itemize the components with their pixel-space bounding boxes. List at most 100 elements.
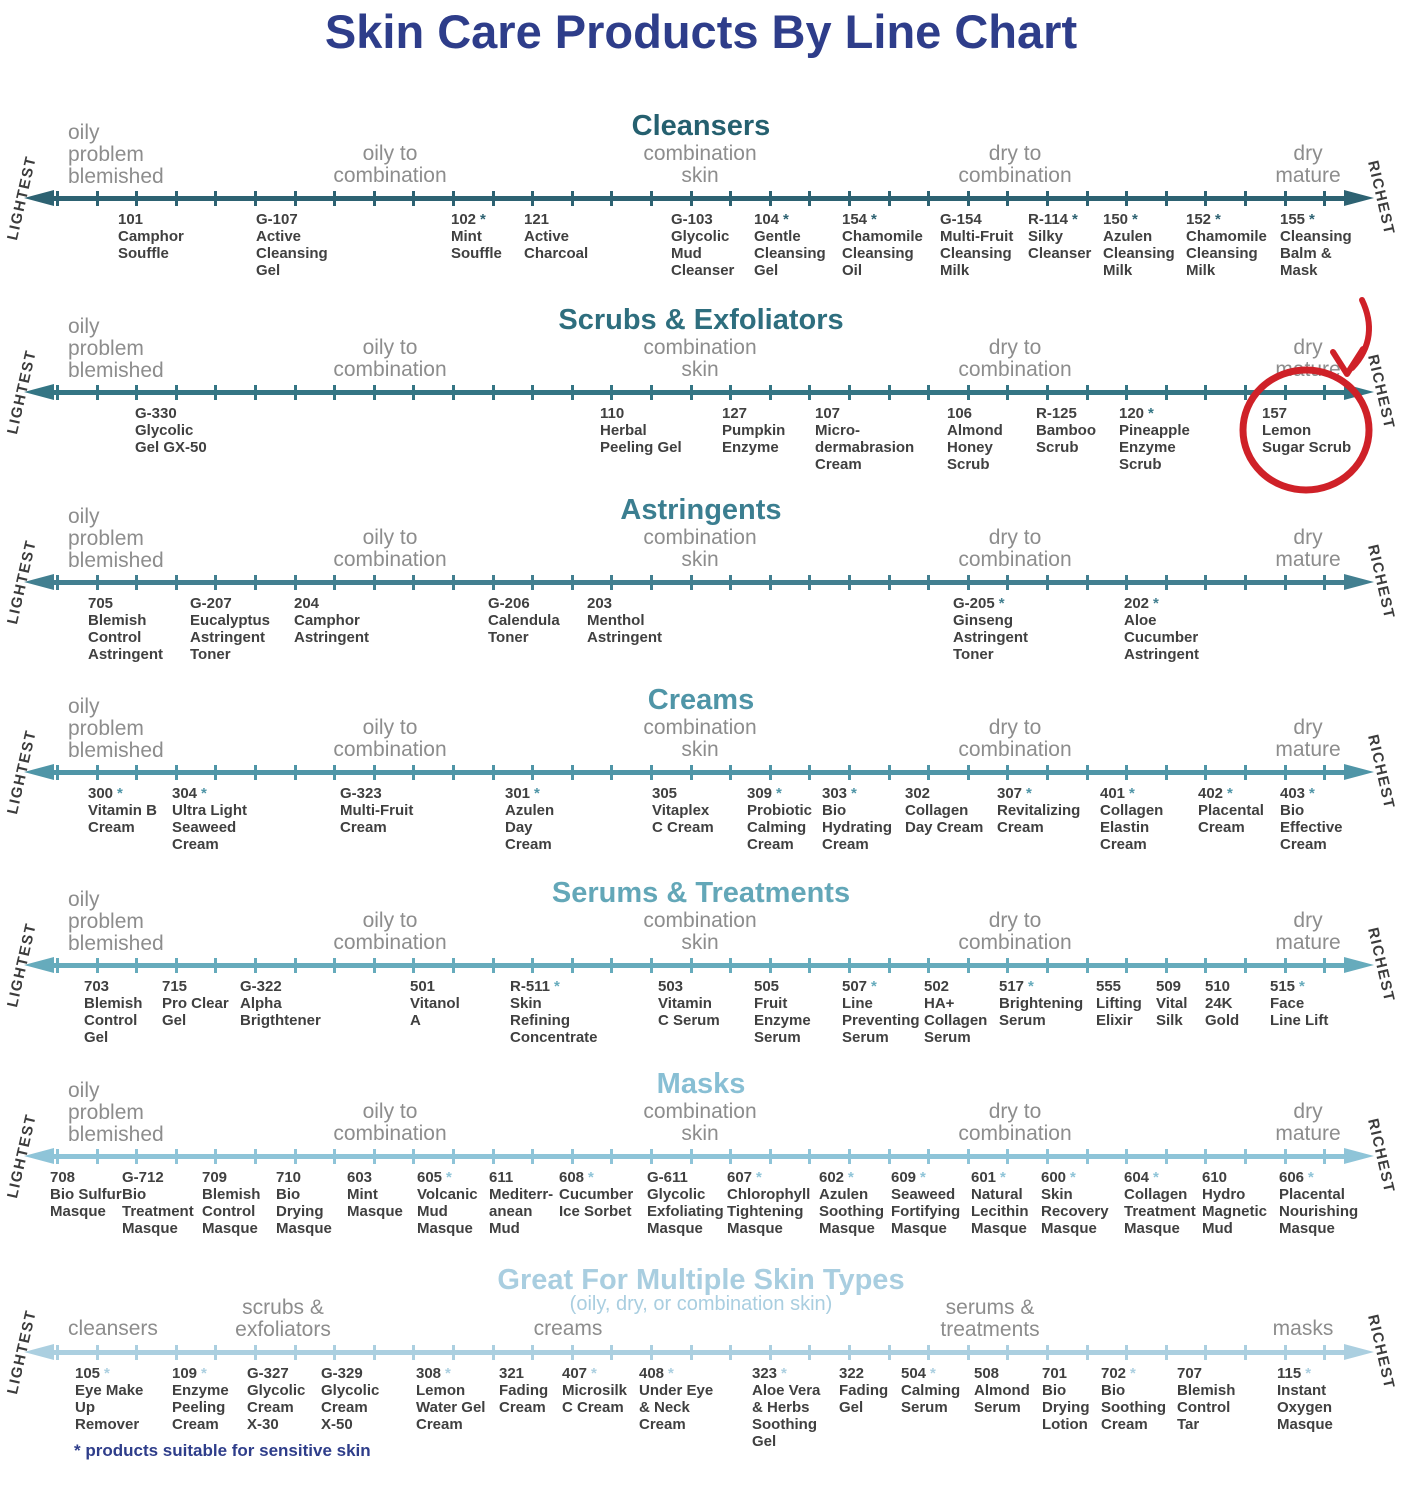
product-code-text: 307 [997, 785, 1023, 802]
section-header: Great For Multiple Skin Types [497, 1264, 905, 1296]
product-603: 603 Mint Masque [347, 1169, 403, 1220]
product-517: 517 * Brightening Serum [999, 978, 1083, 1029]
axis-tick [56, 385, 59, 400]
axis-tick [333, 385, 337, 400]
product-code-text: 609 [891, 1169, 917, 1186]
product-name: Azulen Cleansing Milk [1103, 228, 1175, 280]
axis-tick [1085, 1345, 1089, 1360]
product-601: 601 * Natural Lecithin Masque [971, 1169, 1029, 1237]
axis-tick [650, 191, 653, 206]
product-code: R-125 [1036, 405, 1096, 422]
product-code: 515 * [1270, 978, 1328, 995]
axis-tick [1164, 191, 1168, 206]
axis-tick [372, 1149, 376, 1164]
axis-tick [1283, 958, 1287, 973]
axis-tick [966, 191, 970, 206]
axis-tick [95, 575, 99, 590]
product-code-text: G-107 [256, 211, 298, 228]
axis-tick [412, 575, 416, 590]
axis-tick [1244, 575, 1247, 590]
product-name: Fading Gel [839, 1382, 889, 1417]
product-name: Seaweed Fortifying Masque [891, 1186, 961, 1238]
product-name: Mint Souffle [451, 228, 502, 263]
axis-tick [927, 765, 931, 780]
axis-arrow-left-icon [24, 764, 54, 780]
skin-type-label: oily problem blemished [68, 315, 164, 382]
axis-tick [56, 958, 59, 973]
skin-type-label: dry mature [1275, 716, 1341, 761]
axis-tick [333, 191, 337, 206]
product-502: 502 HA+ Collagen Serum [924, 978, 987, 1046]
axis-tick [1164, 575, 1168, 590]
product-name: Vitamin B Cream [88, 802, 157, 837]
axis-tick [56, 575, 59, 590]
product-155: 155 * Cleansing Balm & Mask [1280, 211, 1352, 279]
axis-tick [1323, 385, 1327, 400]
axis-tick [768, 1149, 772, 1164]
product-152: 152 * Chamomile Cleansing Milk [1186, 211, 1267, 279]
axis-arrow-left-icon [24, 384, 54, 400]
axis-tick [1125, 1345, 1129, 1360]
product-110: 110 Herbal Peeling Gel [600, 405, 682, 456]
product-509: 509 Vital Silk [1156, 978, 1187, 1029]
axis-line [0, 384, 1402, 402]
product-code: 202 * [1124, 595, 1199, 612]
product-name: HA+ Collagen Serum [924, 995, 988, 1047]
axis-tick [333, 765, 337, 780]
product-code-text: 152 [1186, 211, 1212, 228]
product-code: 302 [905, 785, 983, 802]
sensitive-skin-star: * [920, 1169, 926, 1186]
skin-type-label: combination skin [643, 526, 757, 571]
axis-tick [1323, 575, 1327, 590]
axis-tick [254, 765, 257, 780]
product-code-text: R-114 [1028, 211, 1069, 228]
axis-tick [768, 191, 772, 206]
sensitive-skin-star: * [591, 1365, 597, 1382]
axis-tick [214, 765, 218, 780]
product-name: Aloe Cucumber Astringent [1124, 612, 1199, 664]
axis-tick [95, 1149, 99, 1164]
axis-tick [808, 575, 812, 590]
product-name: Glycolic Cream X-50 [321, 1382, 380, 1434]
product-code: 600 * [1041, 1169, 1109, 1186]
axis-tick [174, 1149, 178, 1164]
axis-tick [372, 385, 376, 400]
axis-tick [531, 385, 535, 400]
product-322: 322 Fading Gel [839, 1365, 888, 1416]
product-code-text: 305 [652, 785, 678, 802]
axis-tick [135, 1345, 139, 1360]
sensitive-skin-star: * [1072, 211, 1078, 228]
product-code: 505 [754, 978, 811, 995]
product-code: 152 * [1186, 211, 1267, 228]
section-header: Masks [656, 1068, 746, 1100]
sensitive-skin-star: * [445, 1365, 451, 1382]
product-707: 707 Blemish Control Tar [1177, 1365, 1235, 1433]
product-code-text: 110 [600, 405, 625, 422]
axis-arrow-right-icon [1344, 574, 1374, 590]
product-code: 110 [600, 405, 682, 422]
axis-line [0, 764, 1402, 782]
axis-tick [412, 191, 416, 206]
axis-tick [56, 1345, 59, 1360]
product-604: 604 * Collagen Treatment Masque [1124, 1169, 1196, 1237]
axis-tick [491, 385, 495, 400]
product-name: Glycolic Gel GX-50 [135, 422, 207, 457]
axis-tick [808, 1149, 812, 1164]
product-name: Volcanic Mud Masque [417, 1186, 478, 1238]
axis-tick [95, 385, 99, 400]
axis-tick [293, 1149, 297, 1164]
product-code: 154 * [842, 211, 923, 228]
product-510: 510 24K Gold [1205, 978, 1239, 1029]
product-code-text: 155 [1280, 211, 1306, 228]
product-name: Mediterr- anean Mud [489, 1186, 554, 1238]
product-code: 610 [1202, 1169, 1267, 1186]
product-name: Alpha Brigthtener [240, 995, 321, 1030]
product-name: Multi-Fruit Cleansing Milk [940, 228, 1014, 280]
product-code: G-207 [190, 595, 270, 612]
axis-tick [768, 958, 772, 973]
product-name: Microsilk C Cream [562, 1382, 628, 1417]
product-102: 102 * Mint Souffle [451, 211, 502, 262]
page-title: Skin Care Products By Line Chart [324, 5, 1078, 58]
product-code: 402 * [1198, 785, 1264, 802]
